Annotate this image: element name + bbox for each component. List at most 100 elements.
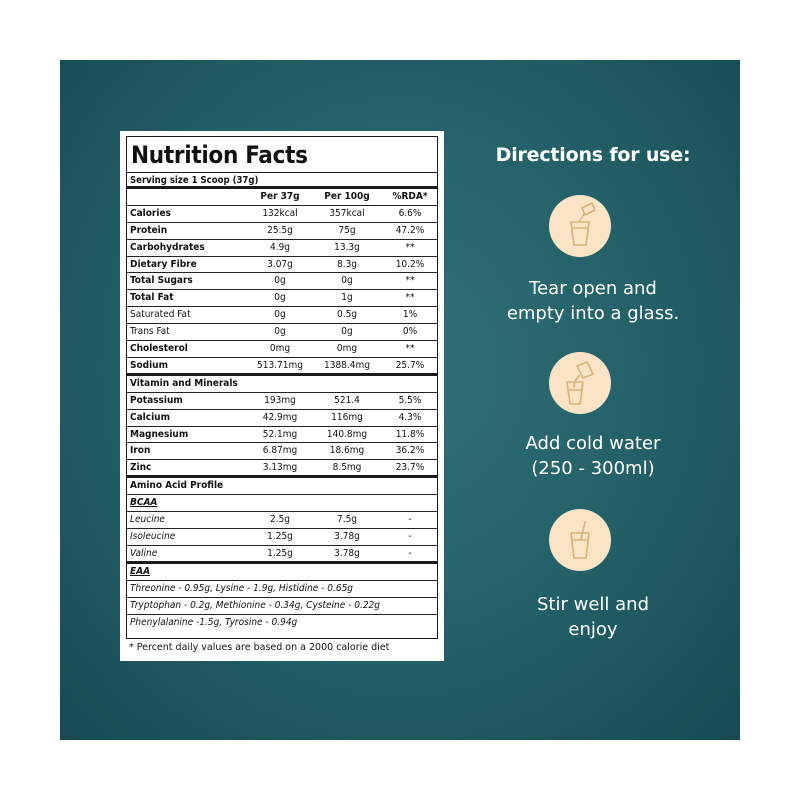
cell-rda: 23.7% (395, 462, 425, 474)
stir-glass-icon (549, 509, 611, 571)
cell-per100: 8.3g (336, 258, 357, 270)
cell-per37: 6.87mg (262, 445, 298, 457)
step-3-text: Stir well and enjoy (537, 594, 649, 640)
header-nutrient (127, 189, 249, 205)
cell-rda: - (408, 514, 412, 526)
cell-name: Total Fat (130, 292, 174, 304)
eaa-line: Threonine - 0.95g, Lysine - 1.9g, Histid… (127, 581, 437, 598)
cell-per100: 3.78g (334, 547, 360, 559)
cell-per100: 18.6mg (329, 445, 365, 457)
cell-per100: 0g (341, 275, 353, 287)
cell-name: Calcium (130, 411, 170, 423)
cell-rda: 0% (402, 326, 418, 338)
cell-per37: 52.1mg (262, 428, 298, 440)
bcaa-row: Valine 1.25g 3.78g - (127, 546, 437, 564)
eaa-line: Tryptophan - 0.2g, Methionine - 0.34g, C… (127, 598, 437, 615)
cell-name: Isoleucine (130, 531, 176, 543)
cell-per37: 0mg (269, 343, 291, 355)
cell-name: Saturated Fat (130, 309, 191, 321)
bcaa-header: BCAA (127, 495, 437, 513)
nutrient-row: Protein 25.5g 75g 47.2% (127, 223, 437, 240)
cell-per100: 7.5g (336, 514, 357, 526)
cell-rda: 5.5% (398, 394, 422, 406)
cell-rda: ** (405, 275, 415, 287)
step-2-text: Add cold water (250 - 300ml) (525, 433, 661, 479)
cell-per37: 3.07g (267, 258, 293, 270)
cell-name: Carbohydrates (130, 241, 205, 253)
cell-rda: 4.3% (398, 411, 422, 423)
cell-per100: 1388.4mg (324, 359, 370, 371)
nutrient-row: Carbohydrates 4.9g 13.3g ** (127, 240, 437, 257)
cell-per37: 42.9mg (262, 411, 298, 423)
cell-per37: 0g (274, 292, 286, 304)
eaa-header: EAA (127, 564, 437, 581)
cell-per100: 357kcal (329, 207, 365, 219)
cell-per100: 521.4 (334, 394, 360, 406)
tear-sachet-glass-icon (549, 195, 611, 257)
cell-per37: 4.9g (269, 241, 290, 253)
cell-rda: ** (405, 343, 415, 355)
header-rda: %RDA* (392, 191, 428, 202)
cell-rda: 11.8% (395, 428, 425, 440)
cell-per37: 3.13mg (262, 462, 298, 474)
cell-per37: 2.5g (269, 514, 290, 526)
mineral-row: Magnesium 52.1mg 140.8mg 11.8% (127, 427, 437, 444)
cell-rda: ** (405, 241, 415, 253)
cell-name: Sodium (130, 359, 168, 371)
cell-rda: 1% (402, 309, 418, 321)
cell-name: Magnesium (130, 428, 189, 440)
mineral-row: Zinc 3.13mg 8.5mg 23.7% (127, 460, 437, 479)
footnote: * Percent daily values are based on a 20… (129, 642, 390, 653)
cell-name: Leucine (130, 514, 165, 526)
nutrient-row: Sodium 513.71mg 1388.4mg 25.7% (127, 358, 437, 376)
cell-per37: 0g (274, 326, 286, 338)
cell-name: Dietary Fibre (130, 258, 197, 270)
cell-rda: ** (405, 292, 415, 304)
nutrition-facts-label: Nutrition Facts Serving size 1 Scoop (37… (126, 136, 438, 639)
cell-per100: 0mg (336, 343, 358, 355)
cell-name: Potassium (130, 394, 183, 406)
cell-per37: 193mg (264, 394, 296, 406)
cell-per100: 0.5g (336, 309, 357, 321)
cell-name: Protein (130, 224, 168, 236)
nutrient-row: Calories 132kcal 357kcal 6.6% (127, 206, 437, 223)
nutrient-row: Cholesterol 0mg 0mg ** (127, 341, 437, 358)
cell-per37: 0g (274, 275, 286, 287)
column-header-row: Per 37g Per 100g %RDA* (127, 189, 437, 206)
cell-rda: - (408, 531, 412, 543)
bcaa-row: Isoleucine 1.25g 3.78g - (127, 529, 437, 546)
cell-name: Valine (130, 547, 158, 559)
cell-per37: 1.25g (267, 547, 293, 559)
cell-per37: 0g (274, 309, 286, 321)
pour-water-glass-icon (549, 352, 611, 414)
cell-name: Total Sugars (130, 275, 193, 287)
cell-per37: 1.25g (267, 531, 293, 543)
cell-rda: 10.2% (395, 258, 425, 270)
amino-acid-header: Amino Acid Profile (127, 478, 437, 496)
cell-rda: 25.7% (395, 359, 425, 371)
cell-per100: 13.3g (334, 241, 360, 253)
cell-rda: - (408, 547, 412, 559)
vitamins-header: Vitamin and Minerals (127, 376, 437, 393)
cell-per100: 3.78g (334, 531, 360, 543)
cell-per37: 25.5g (267, 224, 293, 236)
cell-name: Iron (130, 445, 151, 457)
cell-per100: 0g (341, 326, 353, 338)
mineral-row: Potassium 193mg 521.4 5.5% (127, 393, 437, 410)
serving-size: Serving size 1 Scoop (37g) (127, 173, 437, 189)
nutrition-facts-card: Nutrition Facts Serving size 1 Scoop (37… (120, 131, 444, 661)
nutrition-facts-title: Nutrition Facts (127, 137, 437, 173)
bcaa-row: Leucine 2.5g 7.5g - (127, 512, 437, 530)
cell-rda: 36.2% (395, 445, 425, 457)
cell-per100: 116mg (331, 411, 363, 423)
mineral-row: Iron 6.87mg 18.6mg 36.2% (127, 443, 437, 461)
cell-per37: 513.71mg (257, 359, 303, 371)
mineral-row: Calcium 42.9mg 116mg 4.3% (127, 410, 437, 427)
step-1-text: Tear open and empty into a glass. (506, 278, 680, 324)
cell-name: Zinc (130, 462, 152, 474)
eaa-line: Phenylalanine -1.5g, Tyrosine - 0.94g (130, 616, 298, 628)
nutrient-row: Total Fat 0g 1g ** (127, 290, 437, 308)
cell-per100: 1g (341, 292, 353, 304)
directions-title: Directions for use: (495, 144, 691, 166)
cell-per100: 8.5mg (332, 462, 362, 474)
